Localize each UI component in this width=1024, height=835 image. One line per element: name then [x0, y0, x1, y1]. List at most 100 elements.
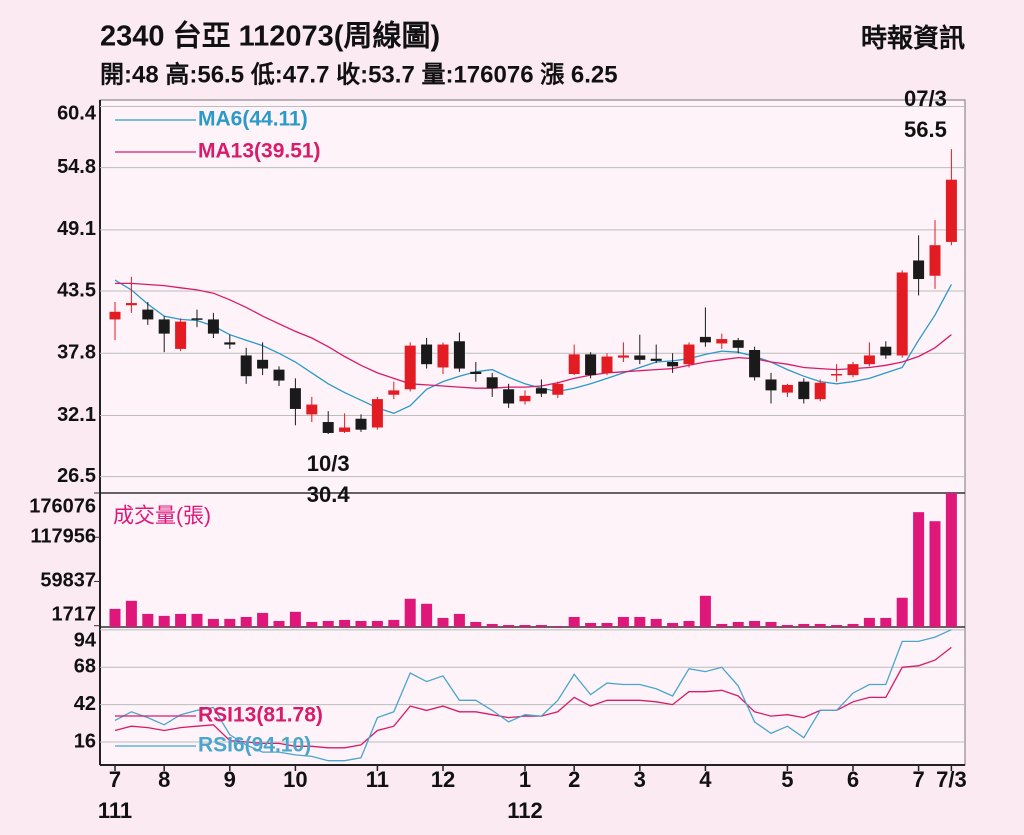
rsi-line	[114, 629, 952, 762]
ma-line	[115, 282, 952, 389]
x-tick-label: 12	[431, 767, 455, 792]
candle-body	[880, 346, 892, 356]
candle-body	[749, 349, 761, 378]
volume-bar	[125, 600, 137, 627]
volume-bar	[847, 623, 859, 627]
volume-bar	[437, 617, 449, 627]
candle-body	[552, 383, 564, 395]
x-tick-label: 1	[519, 767, 531, 792]
x-tick-label: 9	[224, 767, 236, 792]
volume-bar	[322, 620, 334, 627]
volume-bar	[339, 619, 351, 627]
volume-bar	[519, 625, 531, 627]
candle-body	[683, 344, 695, 365]
candle-body	[306, 404, 318, 415]
x-tick-label: 5	[781, 767, 793, 792]
candle-body	[404, 345, 416, 390]
volume-bar	[421, 603, 433, 627]
candle-body	[257, 359, 269, 369]
annotation-value: 30.4	[307, 482, 351, 507]
volume-bar	[257, 612, 269, 627]
annotation-value: 56.5	[904, 117, 947, 142]
y-tick-label: 16	[74, 730, 96, 752]
legend-label: RSI13(81.78)	[198, 704, 323, 727]
candle-body	[486, 377, 498, 389]
volume-bar	[798, 623, 810, 627]
candle-body	[470, 371, 482, 375]
volume-bar	[109, 608, 121, 627]
volume-bar	[765, 621, 777, 627]
candle-body	[585, 354, 597, 376]
candle-body	[109, 311, 121, 320]
candle-body	[847, 364, 859, 376]
x-tick-label: 7	[109, 767, 121, 792]
y-tick-label: 37.8	[57, 342, 96, 364]
volume-bar	[749, 620, 761, 627]
y-tick-label: 54.8	[57, 156, 96, 178]
volume-bar	[535, 625, 547, 627]
y-tick-label: 42	[74, 693, 96, 715]
annotation-date: 10/3	[307, 451, 350, 476]
x-tick-label: 10	[283, 767, 307, 792]
volume-bar	[716, 623, 728, 627]
candle-body	[224, 342, 236, 345]
candle-body	[388, 390, 400, 395]
x-tick-label: 11	[366, 767, 389, 792]
y-tick-label: 59837	[40, 570, 96, 592]
volume-bar	[880, 617, 892, 627]
volume-bar	[388, 619, 400, 627]
volume-bar	[142, 613, 154, 627]
volume-bar	[585, 622, 597, 627]
candle-body	[519, 395, 531, 402]
candle-body	[322, 422, 334, 433]
candle-body	[453, 341, 465, 369]
candle-body	[503, 389, 515, 404]
candle-body	[175, 321, 187, 349]
panel-title: 成交量(張)	[113, 505, 211, 528]
candle-body	[667, 362, 679, 367]
candle-body	[781, 384, 793, 393]
candle-body	[158, 319, 170, 334]
volume-bar	[306, 621, 318, 627]
volume-bar	[945, 493, 957, 627]
volume-bar	[486, 623, 498, 627]
candle-body	[339, 427, 351, 432]
candle-body	[371, 399, 383, 428]
y-tick-label: 26.5	[57, 465, 96, 487]
candle-body	[716, 339, 728, 344]
candle-body	[699, 336, 711, 343]
volume-bar	[732, 621, 744, 627]
volume-bar	[601, 622, 613, 627]
candle-body	[142, 309, 154, 320]
y-tick-label: 32.1	[57, 404, 96, 426]
volume-bar	[634, 616, 646, 627]
volume-bar	[699, 595, 711, 627]
candle-body	[191, 318, 203, 320]
x-tick-label: 8	[158, 767, 170, 792]
volume-bar	[355, 620, 367, 627]
candle-body	[798, 381, 810, 400]
rsi-line	[114, 646, 952, 749]
volume-bar	[371, 620, 383, 627]
volume-bar	[781, 625, 793, 627]
candle-body	[896, 272, 908, 356]
volume-bar	[158, 615, 170, 627]
title: 2340 台亞 112073(周線圖)	[100, 19, 440, 53]
x-tick-label: 7/3	[936, 767, 967, 792]
candle-body	[650, 358, 662, 361]
volume-bar	[224, 618, 236, 627]
volume-bar	[863, 617, 875, 627]
volume-bar	[404, 598, 416, 627]
candle-body	[863, 355, 875, 365]
y-tick-label: 1717	[52, 603, 97, 625]
volume-bar	[207, 618, 219, 627]
candle-body	[765, 379, 777, 391]
legend-label: RSI6(94.10)	[198, 734, 311, 757]
volume-bar	[617, 616, 629, 627]
annotation-date: 07/3	[904, 86, 947, 111]
volume-bar	[896, 597, 908, 627]
candle-body	[634, 355, 646, 360]
candle-body	[814, 382, 826, 400]
candle-body	[535, 388, 547, 394]
